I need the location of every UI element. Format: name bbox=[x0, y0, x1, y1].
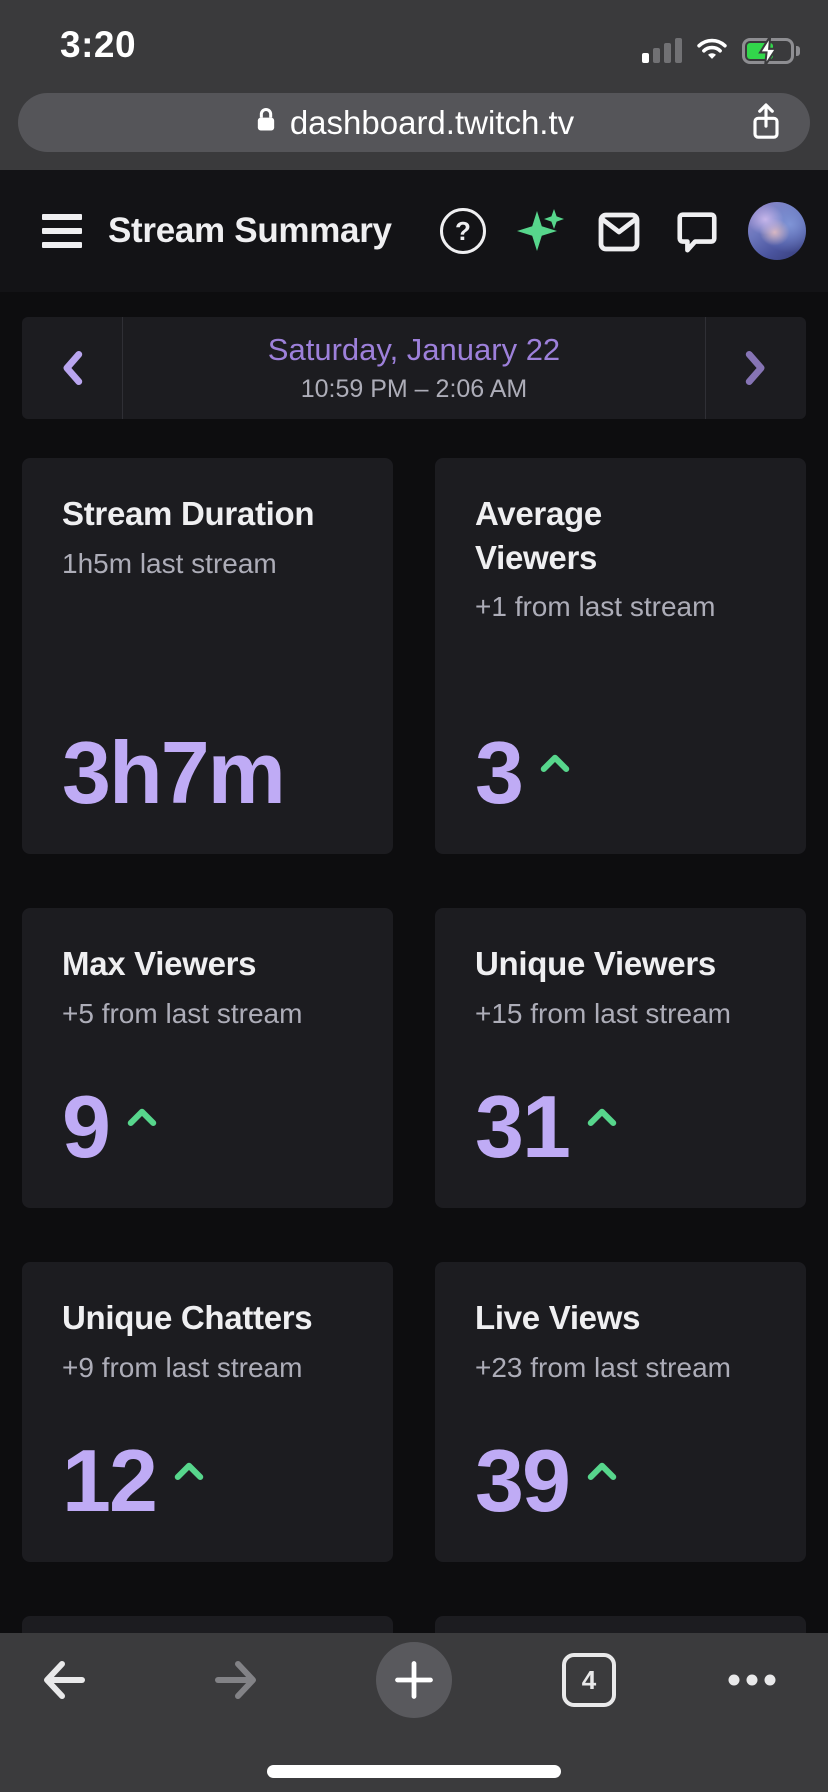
url-bar[interactable]: dashboard.twitch.tv bbox=[18, 93, 810, 152]
browser-toolbar: 4 bbox=[0, 1633, 828, 1792]
chat-icon[interactable] bbox=[670, 204, 724, 258]
help-icon: ? bbox=[440, 208, 486, 254]
avatar[interactable] bbox=[748, 202, 806, 260]
date-display: Saturday, January 22 10:59 PM – 2:06 AM bbox=[123, 317, 705, 419]
plus-icon bbox=[395, 1661, 433, 1699]
tab-switcher-button[interactable]: 4 bbox=[562, 1653, 616, 1707]
stat-card-unique-chatters: Unique Chatters +9 from last stream 12 bbox=[22, 1262, 393, 1562]
stat-value: 3 bbox=[475, 723, 524, 823]
time-range-label: 10:59 PM – 2:06 AM bbox=[300, 375, 528, 403]
stat-title: Max Viewers bbox=[62, 945, 257, 982]
previous-day-button[interactable] bbox=[22, 317, 123, 419]
back-button[interactable] bbox=[38, 1654, 90, 1706]
stats-grid: Stream Duration 1h5m last stream 3h7m Av… bbox=[22, 458, 806, 1633]
stat-value: 9 bbox=[62, 1077, 111, 1177]
stat-subtitle: +23 from last stream bbox=[475, 1351, 731, 1383]
share-icon[interactable] bbox=[744, 101, 788, 145]
stat-card-partial bbox=[22, 1616, 393, 1633]
tab-count-badge: 4 bbox=[562, 1653, 616, 1707]
chevron-right-icon bbox=[745, 351, 765, 385]
stat-card-stream-duration: Stream Duration 1h5m last stream 3h7m bbox=[22, 458, 393, 854]
help-button[interactable]: ? bbox=[436, 204, 490, 258]
chevron-left-icon bbox=[63, 351, 83, 385]
stat-value: 31 bbox=[475, 1077, 571, 1177]
next-day-button[interactable] bbox=[705, 317, 806, 419]
url-text: dashboard.twitch.tv bbox=[289, 103, 575, 141]
status-time: 3:20 bbox=[60, 24, 137, 65]
date-navigator: Saturday, January 22 10:59 PM – 2:06 AM bbox=[22, 317, 806, 419]
stat-subtitle: 1h5m last stream bbox=[62, 547, 277, 579]
trend-up-icon bbox=[174, 1461, 204, 1486]
date-label: Saturday, January 22 bbox=[267, 332, 561, 367]
stat-subtitle: +5 from last stream bbox=[62, 997, 303, 1029]
battery-charging-icon bbox=[742, 35, 800, 67]
stat-value: 39 bbox=[475, 1431, 571, 1531]
stat-value: 12 bbox=[62, 1431, 158, 1531]
browser-chrome-top: 3:20 bbox=[0, 0, 828, 170]
cellular-signal-icon bbox=[642, 37, 682, 64]
menu-icon[interactable] bbox=[42, 214, 82, 248]
stat-title: Live Views bbox=[475, 1299, 641, 1336]
trend-up-icon bbox=[587, 1107, 617, 1132]
stat-card-unique-viewers: Unique Viewers +15 from last stream 31 bbox=[435, 908, 806, 1208]
stat-title: Average Viewers bbox=[475, 495, 602, 576]
stat-title: Unique Chatters bbox=[62, 1299, 313, 1336]
new-tab-button[interactable] bbox=[376, 1642, 452, 1718]
stat-card-live-views: Live Views +23 from last stream 39 bbox=[435, 1262, 806, 1562]
back-arrow-icon bbox=[44, 1661, 85, 1699]
forward-button[interactable] bbox=[210, 1654, 262, 1706]
home-indicator[interactable] bbox=[267, 1765, 561, 1778]
stat-title: Unique Viewers bbox=[475, 945, 716, 982]
page-title: Stream Summary bbox=[108, 211, 392, 250]
more-options-button[interactable] bbox=[728, 1674, 776, 1686]
lock-icon bbox=[254, 106, 278, 139]
stat-subtitle: +1 from last stream bbox=[475, 591, 716, 623]
stat-subtitle: +9 from last stream bbox=[62, 1351, 303, 1383]
trend-up-icon bbox=[127, 1107, 157, 1132]
app-header: Stream Summary ? bbox=[0, 170, 828, 292]
stat-title: Stream Duration bbox=[62, 495, 315, 532]
forward-arrow-icon bbox=[215, 1661, 256, 1699]
wifi-icon bbox=[694, 34, 730, 66]
status-icons bbox=[642, 34, 800, 67]
inbox-icon[interactable] bbox=[592, 204, 646, 258]
stat-card-average-viewers: Average Viewers +1 from last stream 3 bbox=[435, 458, 806, 854]
sparkle-icon[interactable] bbox=[514, 204, 568, 258]
trend-up-icon bbox=[587, 1461, 617, 1486]
stat-card-max-viewers: Max Viewers +5 from last stream 9 bbox=[22, 908, 393, 1208]
stream-summary-content: Saturday, January 22 10:59 PM – 2:06 AM … bbox=[0, 292, 828, 1633]
trend-up-icon bbox=[540, 753, 570, 778]
stat-value: 3h7m bbox=[62, 723, 286, 823]
stat-card-partial bbox=[435, 1616, 806, 1633]
stat-subtitle: +15 from last stream bbox=[475, 997, 731, 1029]
